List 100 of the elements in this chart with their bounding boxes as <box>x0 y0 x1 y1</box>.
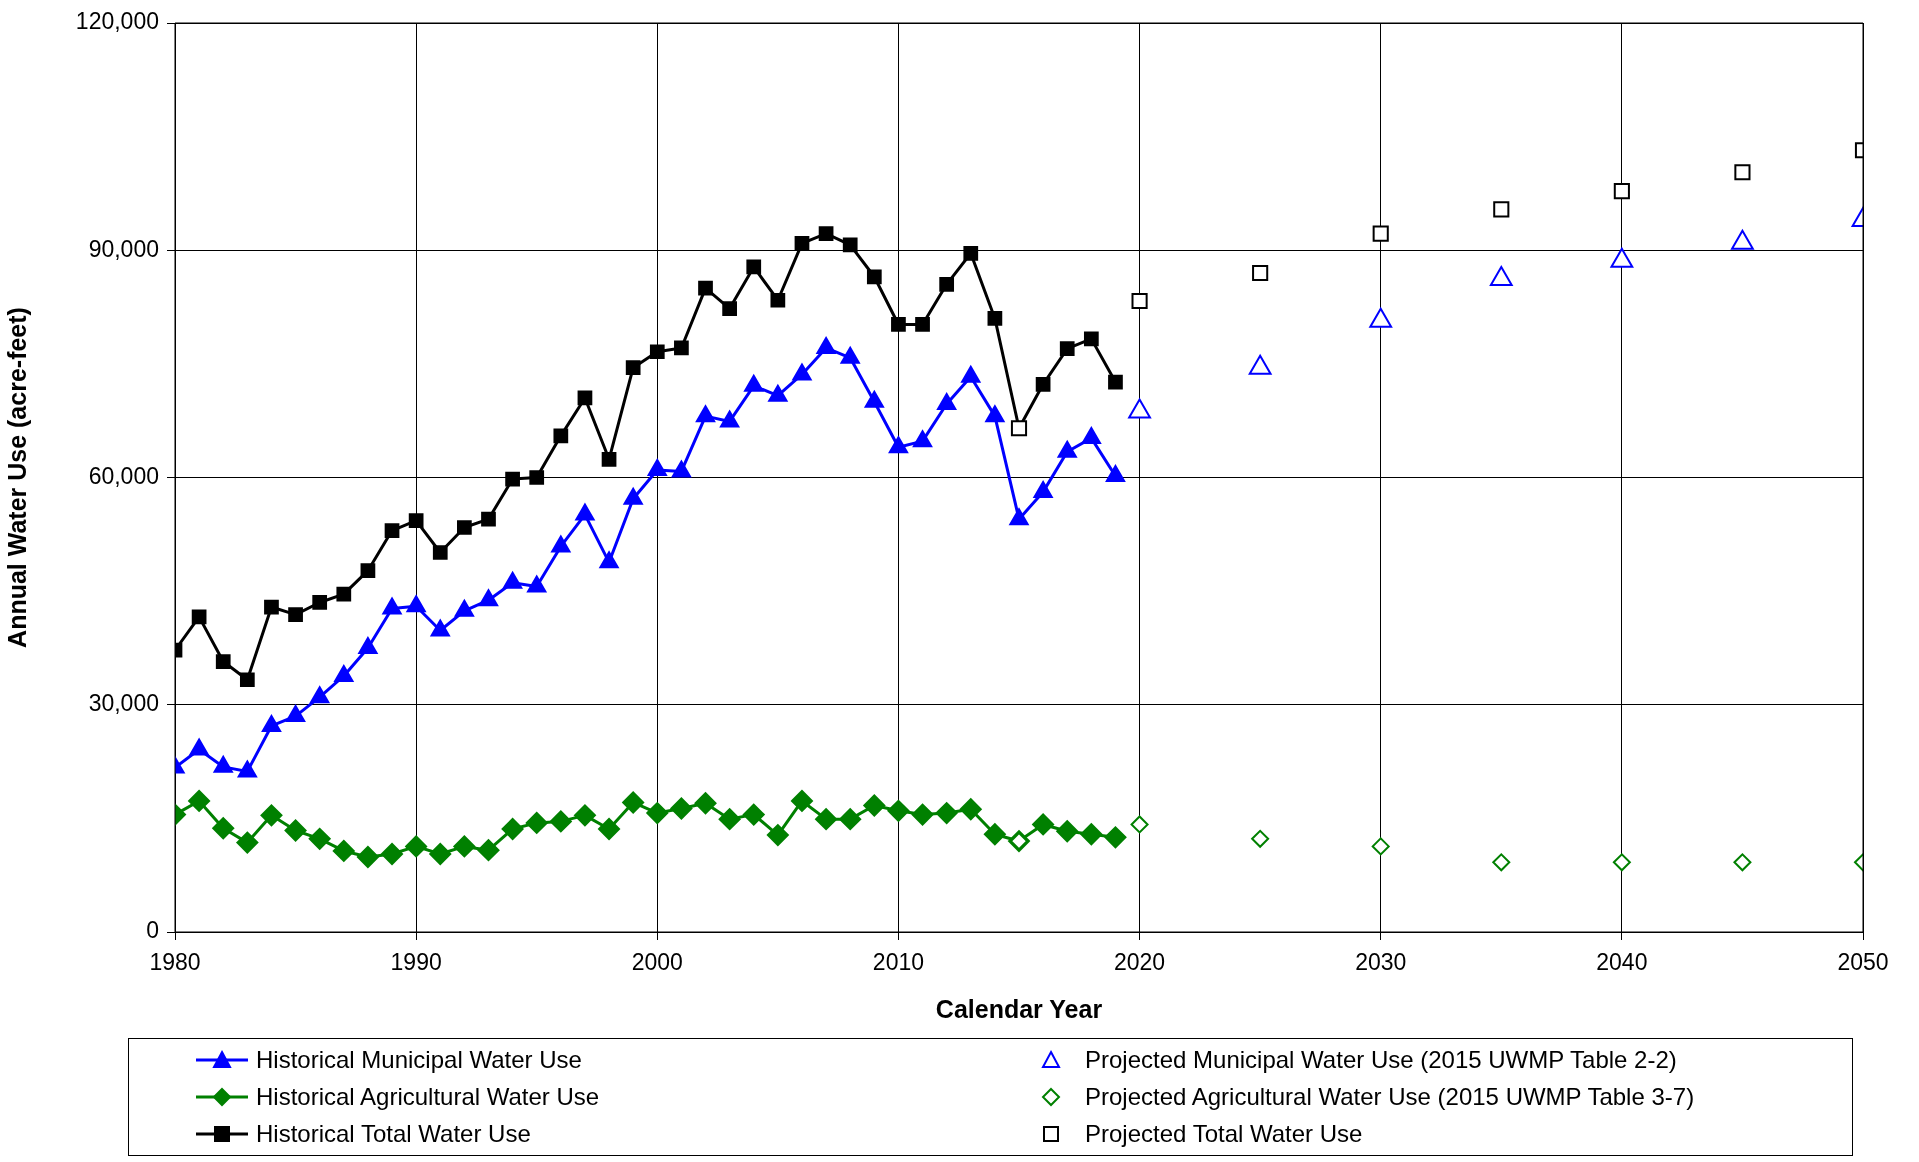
point <box>429 842 452 865</box>
point <box>766 824 789 847</box>
x-tick-label: 2040 <box>1596 949 1648 976</box>
point <box>1032 813 1055 836</box>
point <box>239 672 255 688</box>
point <box>794 236 810 251</box>
point <box>1734 164 1751 181</box>
point <box>722 301 737 316</box>
point <box>1613 183 1630 200</box>
point <box>790 789 813 812</box>
point <box>625 360 641 376</box>
point <box>674 340 689 356</box>
point <box>408 513 424 529</box>
point <box>1733 853 1752 872</box>
point <box>887 799 910 822</box>
point <box>1130 815 1149 834</box>
point <box>1251 829 1270 848</box>
point <box>1372 225 1389 242</box>
point <box>481 511 496 527</box>
x-tick-label: 2050 <box>1837 949 1889 976</box>
point <box>646 802 669 825</box>
point <box>1056 820 1079 843</box>
x-tick-label: 1980 <box>149 949 201 976</box>
y-axis-title: Annual Water Use (acre-feet) <box>2 307 31 648</box>
point <box>746 259 762 275</box>
point <box>670 797 693 820</box>
point <box>577 390 593 406</box>
x-tick-label: 2010 <box>872 949 925 976</box>
point <box>501 817 524 840</box>
legend-label: Historical Total Water Use <box>256 1120 531 1149</box>
point <box>598 817 621 840</box>
x-axis-title: Calendar Year <box>935 994 1103 1023</box>
point <box>360 563 376 579</box>
point <box>525 811 548 834</box>
point <box>770 292 786 308</box>
y-tick-label: 0 <box>146 917 159 944</box>
point <box>649 344 665 360</box>
point <box>1371 837 1390 856</box>
point <box>312 595 328 610</box>
point <box>1492 853 1511 872</box>
point <box>336 586 352 602</box>
point <box>891 317 906 332</box>
point <box>622 791 645 814</box>
point <box>935 802 958 825</box>
point <box>983 823 1006 846</box>
x-tick-label: 2020 <box>1113 949 1166 976</box>
point <box>718 808 741 831</box>
point <box>284 819 307 842</box>
point <box>742 803 765 826</box>
x-tick-label: 2030 <box>1355 949 1407 976</box>
point <box>1108 374 1123 390</box>
point <box>549 810 572 833</box>
point <box>1083 331 1099 347</box>
legend-label: Historical Municipal Water Use <box>256 1045 582 1074</box>
point <box>553 428 569 444</box>
legend-label: Historical Agricultural Water Use <box>256 1082 600 1111</box>
point <box>911 803 934 826</box>
y-tick-label: 120,000 <box>75 8 159 35</box>
point <box>529 470 545 485</box>
point <box>1080 823 1103 846</box>
point <box>601 451 617 467</box>
point <box>288 607 303 622</box>
point <box>260 804 283 827</box>
point <box>573 804 596 827</box>
legend-label: Projected Total Water Use <box>1085 1120 1363 1149</box>
point <box>863 794 886 817</box>
y-tick-label: 60,000 <box>88 462 159 489</box>
point <box>1059 341 1075 357</box>
point <box>1035 376 1051 392</box>
legend-label: Projected Agricultural Water Use (2015 UWMP Table 3-7) <box>1085 1082 1695 1111</box>
legend-label: Projected Municipal Water Use (2015 UWMP Table 2-2) <box>1085 1045 1677 1074</box>
point <box>453 835 476 858</box>
point <box>1493 201 1510 218</box>
point <box>815 808 838 831</box>
x-tick-label: 1990 <box>390 949 442 976</box>
point <box>212 817 235 840</box>
point <box>432 545 448 560</box>
point <box>818 226 834 241</box>
point <box>987 311 1003 326</box>
point <box>698 280 713 296</box>
point <box>866 269 882 285</box>
point <box>477 839 500 862</box>
point <box>381 842 404 865</box>
point <box>405 835 428 858</box>
point <box>215 654 231 669</box>
point <box>457 520 472 535</box>
point <box>842 237 858 253</box>
point <box>959 798 982 821</box>
point <box>1612 853 1631 872</box>
point <box>1104 826 1127 849</box>
point <box>915 317 930 332</box>
y-tick-label: 30,000 <box>88 690 159 717</box>
point <box>939 276 955 292</box>
point <box>505 471 520 487</box>
point <box>694 792 717 815</box>
point <box>308 827 331 850</box>
y-tick-label: 90,000 <box>88 235 159 262</box>
point <box>236 831 259 854</box>
point <box>839 808 862 831</box>
point <box>963 245 979 261</box>
